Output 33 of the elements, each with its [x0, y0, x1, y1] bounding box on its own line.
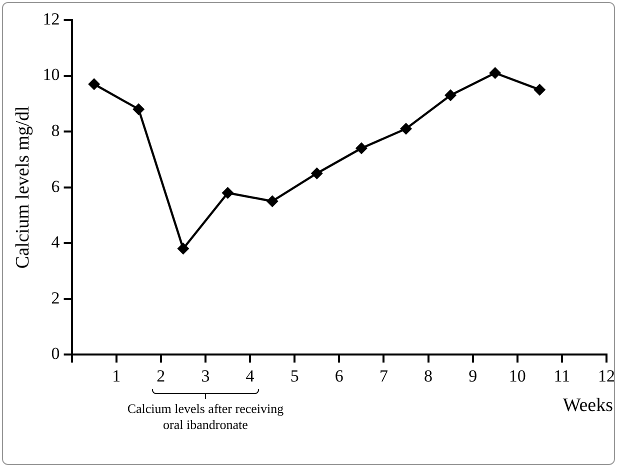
x-tick-label: 2 [156, 366, 166, 386]
x-tick-label: 8 [424, 366, 433, 386]
point [177, 242, 190, 255]
x-tick-label: 6 [334, 366, 344, 386]
x-tick-label: 1 [112, 366, 121, 386]
point [310, 167, 323, 180]
point [355, 142, 368, 154]
point [88, 78, 100, 90]
x-tick-label: 10 [508, 366, 526, 386]
x-tick-label: 7 [379, 366, 388, 386]
point [400, 122, 412, 135]
x-axis-title: Weeks [562, 394, 613, 417]
x-tick-label: 5 [290, 366, 299, 386]
x-tick-label: 4 [246, 366, 255, 386]
point [266, 195, 278, 208]
y-tick-label: 4 [51, 232, 60, 252]
point [489, 66, 502, 79]
y-tick-label: 2 [51, 288, 60, 308]
x-tick-label: 11 [554, 366, 570, 386]
x-tick-label: 9 [468, 366, 478, 386]
point [222, 186, 234, 199]
x-tick-label: 3 [201, 366, 210, 386]
y-tick-label: 0 [51, 344, 60, 364]
point [534, 84, 546, 96]
y-tick-label: 6 [51, 176, 60, 196]
point [444, 89, 457, 102]
x-tick-label: 12 [598, 366, 615, 386]
y-tick-label: 10 [42, 65, 60, 84]
point [132, 103, 145, 116]
y-tick-label: 12 [42, 9, 60, 28]
y-tick-label: 8 [51, 121, 60, 140]
y-axis-title: Calcium levels mg/dl [12, 106, 34, 269]
text: Calcium levels after receiving oral ibandronate [126, 400, 285, 433]
